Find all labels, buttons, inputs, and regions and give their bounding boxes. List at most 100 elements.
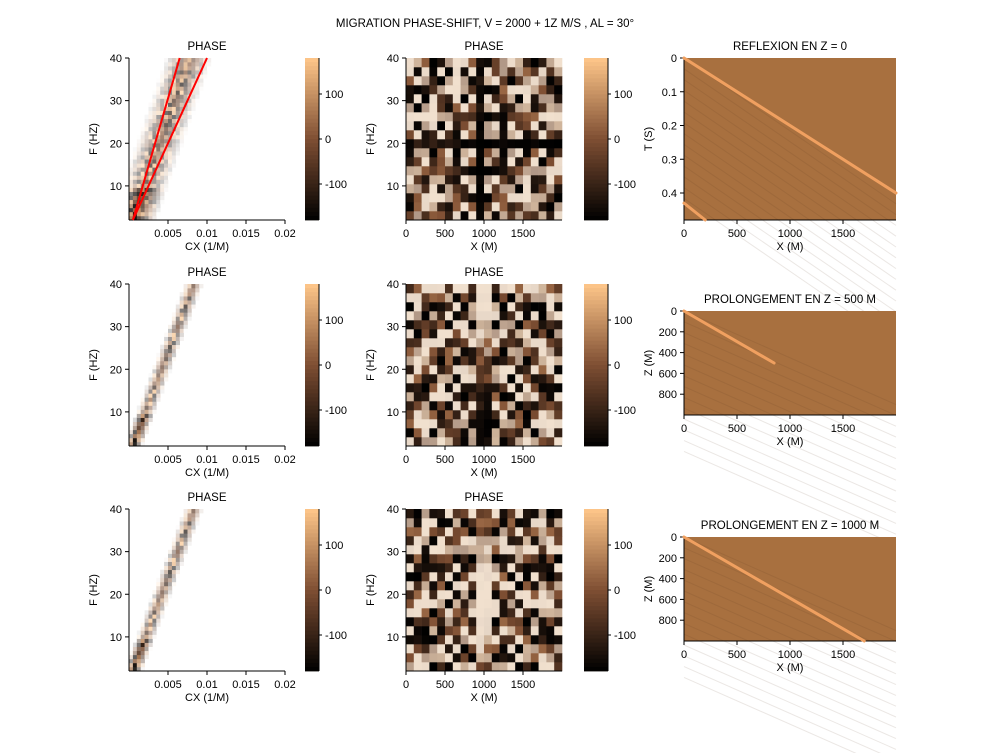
- heatmap-cell: [437, 211, 446, 221]
- heatmap-cell: [452, 67, 461, 77]
- heatmap-cell: [523, 347, 532, 357]
- heatmap-cell: [183, 288, 188, 293]
- section-texture-line: [683, 133, 897, 280]
- heatmap-cell: [445, 338, 454, 348]
- heatmap-cell: [156, 377, 161, 382]
- heatmap-cell: [429, 85, 438, 95]
- heatmap-cell: [530, 662, 539, 672]
- heatmap-cell: [175, 58, 180, 63]
- colorbar-band: [305, 122, 319, 128]
- heatmap-cell: [460, 590, 469, 600]
- heatmap-cell: [421, 518, 430, 528]
- heatmap-cell: [164, 70, 169, 75]
- heatmap-cell: [484, 644, 493, 654]
- heatmap-cell: [491, 311, 500, 321]
- heatmap-cell: [140, 441, 145, 447]
- colorbar-tick-label: -100: [325, 179, 347, 191]
- heatmap-cell: [132, 425, 138, 431]
- heatmap-cell: [554, 76, 563, 86]
- heatmap-cell: [421, 148, 430, 158]
- heatmap-cell: [160, 344, 165, 350]
- heatmap-cell: [148, 413, 153, 418]
- colorbar-band: [584, 352, 608, 358]
- heatmap-cell: [132, 215, 138, 221]
- heatmap-cell: [129, 211, 134, 217]
- heatmap-cell: [538, 572, 547, 582]
- heatmap-cell: [179, 292, 184, 297]
- heatmap-cell: [160, 106, 165, 111]
- heatmap-cell: [421, 401, 430, 411]
- colorbar-band: [584, 662, 608, 668]
- heatmap-cell: [507, 365, 516, 375]
- heatmap-cell: [421, 653, 430, 663]
- heatmap-cell: [175, 344, 180, 350]
- colorbar-band: [305, 360, 319, 366]
- heatmap-cell: [132, 417, 138, 422]
- heatmap-cell: [538, 608, 547, 618]
- colorbar-band: [305, 433, 319, 439]
- heatmap-cell: [484, 428, 493, 438]
- heatmap-cell: [515, 148, 524, 158]
- heatmap-cell: [156, 191, 161, 196]
- heatmap-cell: [195, 284, 200, 289]
- heatmap-cell: [136, 666, 141, 672]
- colorbar-band: [584, 610, 608, 615]
- heatmap-cell: [421, 383, 430, 393]
- heatmap-cell: [171, 122, 177, 128]
- heatmap-cell: [179, 114, 184, 120]
- heatmap-cell: [507, 428, 516, 438]
- heatmap-cell: [437, 554, 446, 564]
- colorbar-band: [305, 610, 319, 615]
- heatmap-cell: [468, 302, 477, 312]
- heatmap-cell: [460, 211, 469, 221]
- heatmap-cell: [460, 284, 469, 294]
- heatmap-cell: [183, 304, 188, 309]
- heatmap-cell: [507, 572, 516, 582]
- heatmap-cell: [132, 646, 138, 652]
- heatmap-cell: [476, 338, 485, 348]
- heatmap-cell: [191, 58, 196, 63]
- heatmap-cell: [160, 577, 165, 583]
- heatmap-cell: [136, 646, 141, 652]
- heatmap-cell: [144, 179, 149, 184]
- colorbar-band: [584, 606, 608, 611]
- heatmap-cell: [484, 148, 493, 158]
- colorbar-band: [584, 122, 608, 128]
- y-tick-label: 20: [110, 138, 122, 150]
- heatmap-cell: [132, 183, 138, 188]
- heatmap-cell: [175, 130, 180, 136]
- heatmap-cell: [476, 527, 485, 537]
- heatmap-cell: [160, 110, 165, 115]
- heatmap-cell: [175, 533, 180, 538]
- heatmap-cell: [152, 401, 157, 406]
- heatmap-cell: [152, 397, 157, 402]
- heatmap-cell: [554, 184, 563, 194]
- heatmap-cell: [554, 419, 563, 429]
- heatmap-cell: [546, 653, 555, 663]
- heatmap-cell: [191, 78, 196, 83]
- section-texture-line: [683, 342, 897, 438]
- heatmap-cell: [160, 70, 165, 75]
- heatmap-cell: [507, 338, 516, 348]
- heatmap-cell: [538, 293, 547, 303]
- heatmap-cell: [554, 157, 563, 167]
- heatmap-cell: [175, 525, 180, 530]
- heatmap-cell: [152, 630, 157, 635]
- colorbar-band: [584, 328, 608, 333]
- heatmap-cell: [437, 130, 446, 140]
- heatmap-cell: [421, 338, 430, 348]
- colorbar-tick-label: 0: [325, 360, 331, 372]
- heatmap-cell: [421, 437, 430, 447]
- heatmap-cell: [140, 638, 145, 643]
- heatmap-cell: [144, 175, 149, 180]
- heatmap-cell: [421, 599, 430, 609]
- heatmap-cell: [164, 573, 169, 579]
- heatmap-cell: [140, 630, 145, 635]
- heatmap-cell: [507, 608, 516, 618]
- heatmap-cell: [452, 635, 461, 645]
- heatmap-cell: [413, 554, 422, 564]
- heatmap-cell: [437, 157, 446, 167]
- heatmap-cell: [468, 545, 477, 555]
- heatmap-cell: [499, 284, 508, 294]
